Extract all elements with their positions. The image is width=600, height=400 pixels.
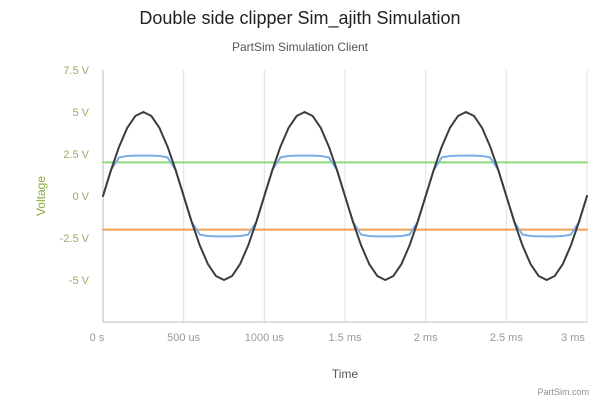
y-tick-label-2: 2.5 V [63, 149, 89, 161]
y-axis-ticks: 7.5 V 5 V 2.5 V 0 V -2.5 V -5 V [60, 65, 90, 287]
y-tick-label-1: 5 V [72, 107, 89, 119]
x-tick-label-1: 500 us [167, 332, 201, 344]
chart-subtitle: PartSim Simulation Client [232, 40, 369, 54]
y-tick-label-4: -2.5 V [60, 233, 90, 245]
x-tick-label-0: 0 s [90, 332, 105, 344]
x-tick-label-4: 2 ms [414, 332, 438, 344]
y-tick-label-5: -5 V [69, 275, 90, 287]
x-tick-label-6: 3 ms [561, 332, 585, 344]
chart-title: Double side clipper Sim_ajith Simulation [139, 8, 460, 29]
series-line-0 [102, 111, 588, 281]
y-tick-label-3: 0 V [72, 191, 89, 203]
x-tick-label-2: 1000 us [245, 332, 285, 344]
partsim-credit: PartSim.com [537, 387, 589, 397]
y-axis-label: Voltage [34, 176, 48, 216]
x-axis-ticks: 0 s 500 us 1000 us 1.5 ms 2 ms 2.5 ms 3 ms [90, 332, 586, 344]
plot-area [102, 111, 588, 281]
x-tick-label-3: 1.5 ms [328, 332, 362, 344]
x-axis-label: Time [332, 367, 359, 381]
y-tick-label-0: 7.5 V [63, 65, 89, 77]
x-tick-label-5: 2.5 ms [490, 332, 524, 344]
